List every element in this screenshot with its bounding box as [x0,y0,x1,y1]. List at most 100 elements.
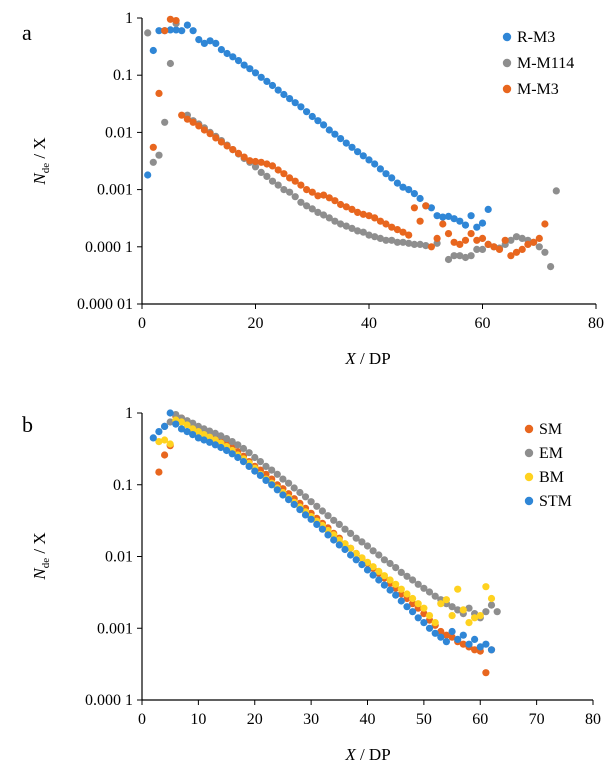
point-stm [318,525,326,533]
point-m-m3 [178,111,186,119]
point-m-m3 [161,27,169,35]
x-tick-label: 20 [248,315,264,332]
point-r-m3 [212,39,220,48]
point-em [431,592,439,600]
point-bm [161,436,169,444]
point-bm [155,438,163,446]
x-tick-label: 60 [472,711,488,728]
point-m-m114 [286,188,294,196]
point-bm [442,596,450,604]
point-m-m3 [484,240,492,248]
point-r-m3 [342,139,350,147]
point-r-m3 [399,183,407,191]
point-m-m114 [274,181,282,189]
point-r-m3 [444,212,453,220]
point-m-m3 [166,15,174,23]
point-m-m114 [405,239,413,247]
point-stm [454,635,462,644]
point-r-m3 [393,179,401,187]
point-m-m114 [144,29,152,37]
point-m-m3 [376,217,384,225]
point-m-m3 [303,186,311,194]
point-em [234,441,242,449]
point-m-m3 [382,220,390,228]
point-stm [228,450,236,458]
point-r-m3 [388,174,396,182]
point-r-m3 [274,86,282,94]
point-sm [409,600,417,608]
point-m-m3 [427,243,435,251]
point-stm [369,571,377,579]
point-m-m114 [263,172,271,180]
point-stm [482,640,490,648]
point-m-m3 [507,252,515,260]
point-bm [166,440,174,448]
x-tick-label: 80 [588,315,604,332]
point-em [386,559,394,568]
point-em [425,588,434,596]
point-r-m3 [251,69,260,77]
point-em [318,507,326,515]
y-axis-title-sub: de [40,558,52,569]
y-tick-label: 0.000 1 [85,239,133,256]
point-em [375,551,383,559]
point-m-m3 [195,122,203,130]
point-stm [347,551,355,559]
y-tick-label: 1 [125,10,133,27]
point-em [223,435,231,443]
point-m-m114 [393,238,401,246]
point-em [324,512,332,520]
point-m-m114 [365,231,373,239]
point-em [380,556,388,564]
point-m-m114 [541,248,549,256]
point-m-m3 [189,118,197,126]
point-em [369,547,377,555]
point-r-m3 [354,148,362,156]
point-m-m3 [212,134,220,142]
point-m-m114 [166,59,174,68]
point-r-m3 [144,171,152,179]
point-m-m3 [518,245,526,253]
point-sm [471,646,479,654]
point-stm [251,467,259,475]
point-em [239,444,248,453]
point-m-m3 [456,240,464,248]
point-m-m114 [535,243,543,251]
point-em [409,576,417,584]
point-stm [487,646,496,654]
point-m-m3 [291,177,299,185]
point-bm [459,606,467,614]
point-m-m3 [331,197,339,205]
point-m-m3 [450,238,458,246]
point-r-m3 [223,49,231,58]
point-m-m3 [240,153,248,161]
y-tick-label: 0.001 [97,182,133,199]
point-bm [431,619,439,627]
point-m-m3 [314,192,322,200]
legend-label-bm: BM [539,469,564,486]
point-m-m3 [200,126,208,134]
point-em [363,542,372,550]
point-m-m3 [541,220,549,228]
panel-label: b [22,412,33,437]
point-m-m114 [257,168,265,176]
point-stm [375,576,383,584]
point-bm [465,619,473,627]
point-r-m3 [206,37,214,45]
point-stm [239,458,248,466]
y-axis-title-rest: / X [30,532,49,558]
point-m-m3 [274,166,282,174]
point-m-m3 [393,226,401,234]
point-em [420,584,428,592]
point-m-m3 [297,181,305,189]
point-m-m3 [354,208,362,216]
point-m-m3 [263,160,271,168]
point-r-m3 [325,126,333,134]
x-tick-label: 80 [585,711,601,728]
point-m-m114 [161,118,169,126]
point-stm [285,496,293,504]
point-m-m114 [268,177,277,185]
x-axis-title-var: X [344,349,356,368]
point-m-m3 [183,115,191,123]
